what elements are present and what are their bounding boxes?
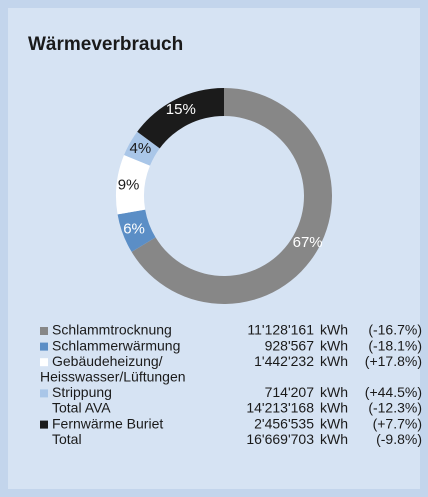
legend-value: 2'456'535 xyxy=(254,415,314,431)
chart-title: Wärmeverbrauch xyxy=(28,34,183,55)
legend-name: Schlammtrocknung xyxy=(52,322,172,338)
legend-unit: kWh xyxy=(320,322,348,338)
legend-change: (-18.1%) xyxy=(368,337,422,353)
legend-change: (-12.3%) xyxy=(368,400,422,416)
legend-marker xyxy=(40,358,48,367)
legend-name: Heisswasser/Lüftungen xyxy=(40,369,186,385)
legend-change: (-16.7%) xyxy=(368,322,422,338)
legend-name: Schlammerwärmung xyxy=(52,337,180,353)
legend-marker xyxy=(40,389,48,398)
legend-change: (+7.7%) xyxy=(373,415,422,431)
legend-name: Strippung xyxy=(52,384,112,400)
legend-marker xyxy=(40,327,48,335)
slice-label: 6% xyxy=(123,221,145,238)
legend-unit: kWh xyxy=(320,337,348,353)
slice xyxy=(116,155,150,215)
legend-unit: kWh xyxy=(320,431,348,447)
slice-label: 9% xyxy=(118,177,140,194)
legend-change: (+17.8%) xyxy=(365,353,422,369)
legend-change: (+44.5%) xyxy=(365,384,422,400)
legend-value: 928'567 xyxy=(265,337,315,353)
panel xyxy=(8,8,420,489)
legend-marker xyxy=(40,342,48,351)
legend-name: Fernwärme Buriet xyxy=(52,415,163,431)
legend-unit: kWh xyxy=(320,400,348,416)
legend-unit: kWh xyxy=(320,353,348,369)
slice xyxy=(117,209,156,252)
legend-name: Total AVA xyxy=(52,400,111,416)
legend-unit: kWh xyxy=(320,384,348,400)
legend-value: 11'128'161 xyxy=(247,322,314,338)
legend-value: 14'213'168 xyxy=(246,400,314,416)
slice-label: 15% xyxy=(166,101,196,118)
slice-label: 67% xyxy=(293,234,323,251)
legend-marker xyxy=(40,420,48,429)
slice-label: 4% xyxy=(130,140,152,157)
legend-name: Total xyxy=(52,431,82,447)
legend-unit: kWh xyxy=(320,415,348,431)
legend-value: 714'207 xyxy=(265,384,315,400)
slice xyxy=(124,131,160,166)
legend-name: Gebäudeheizung/ xyxy=(52,353,163,369)
slice xyxy=(137,88,224,149)
legend-value: 1'442'232 xyxy=(254,353,314,369)
legend-change: (-9.8%) xyxy=(376,431,422,447)
legend-value: 16'669'703 xyxy=(246,431,314,447)
